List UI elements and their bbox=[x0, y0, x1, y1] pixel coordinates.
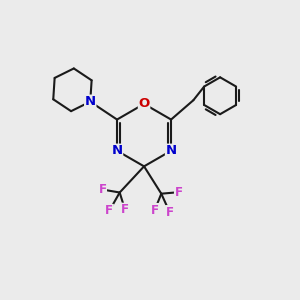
Text: N: N bbox=[166, 144, 177, 157]
Text: F: F bbox=[175, 186, 182, 199]
Text: N: N bbox=[112, 144, 123, 157]
Text: F: F bbox=[166, 206, 174, 219]
Text: F: F bbox=[98, 183, 106, 196]
Text: F: F bbox=[121, 203, 129, 216]
Text: F: F bbox=[105, 204, 113, 218]
Text: N: N bbox=[85, 95, 96, 108]
Text: F: F bbox=[151, 203, 159, 217]
Text: O: O bbox=[138, 98, 150, 110]
